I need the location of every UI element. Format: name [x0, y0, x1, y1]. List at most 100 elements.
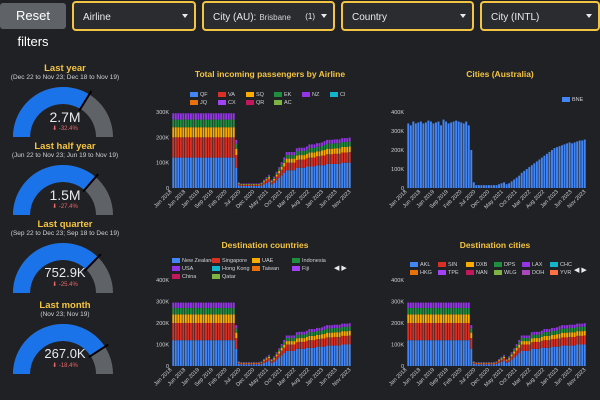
bar-segment	[316, 334, 318, 340]
bar	[518, 175, 521, 188]
legend-item[interactable]: VA	[218, 92, 235, 98]
legend-item[interactable]: JQ	[190, 100, 207, 106]
bar-segment	[187, 314, 190, 323]
legend-item[interactable]: EK	[274, 92, 291, 98]
bar-segment	[205, 157, 207, 188]
legend-item[interactable]: DXB	[466, 262, 487, 268]
legend-item[interactable]: QR	[246, 100, 264, 106]
bar-segment	[573, 336, 576, 346]
bar-segment	[227, 127, 230, 138]
bar-segment	[237, 185, 240, 188]
bar-segment	[407, 340, 410, 366]
legend-item[interactable]: HKG	[410, 270, 432, 276]
legend-item[interactable]: TPE	[438, 270, 459, 276]
legend-item[interactable]: China	[172, 274, 196, 280]
bar-segment	[227, 137, 230, 158]
bar-segment	[268, 177, 271, 179]
legend-item[interactable]: YVR	[550, 270, 571, 276]
bar-segment	[217, 302, 220, 308]
legend-item[interactable]: CHC	[550, 262, 572, 268]
airline-filter[interactable]: Airline	[72, 1, 196, 31]
bar-segment	[571, 332, 574, 337]
bar-segment	[235, 148, 238, 156]
bar-segment	[280, 175, 283, 188]
bar-segment	[197, 127, 200, 138]
legend-item[interactable]: BNE	[562, 97, 583, 103]
bar-segment	[437, 307, 440, 315]
legend-item[interactable]: DPS	[494, 262, 515, 268]
city-intl-filter[interactable]: City (INTL)	[480, 1, 600, 31]
legend-label: QF	[200, 92, 208, 98]
legend-item[interactable]: LAX	[522, 262, 542, 268]
bar	[485, 185, 488, 188]
bar-segment	[290, 335, 293, 339]
legend-item[interactable]: AKL	[410, 262, 430, 268]
bar-segment	[450, 314, 453, 323]
legend-item[interactable]: AC	[274, 100, 292, 106]
bar	[487, 185, 490, 188]
arrow-left-icon[interactable]: ◀	[574, 267, 580, 274]
arrow-right-icon[interactable]: ▶	[581, 267, 587, 274]
bar-segment	[174, 113, 177, 120]
bar-segment	[341, 146, 344, 153]
bar-segment	[285, 158, 288, 163]
bar-segment	[455, 307, 458, 315]
bar	[414, 123, 417, 188]
legend-item[interactable]: Fiji	[292, 266, 309, 272]
bar-segment	[242, 184, 245, 185]
bar-segment	[273, 356, 276, 358]
bar	[445, 121, 448, 188]
country-filter[interactable]: Country	[341, 1, 474, 31]
legend-item[interactable]: Taiwan	[252, 266, 279, 272]
bar-segment	[412, 340, 415, 366]
legend-item[interactable]: Indonesia	[292, 258, 326, 264]
arrow-left-icon[interactable]: ◀	[334, 265, 340, 272]
arrow-right-icon[interactable]: ▶	[341, 265, 347, 272]
legend-item[interactable]: New Zealand	[172, 258, 214, 264]
legend-item[interactable]: USA	[172, 266, 193, 272]
bar-segment	[540, 340, 543, 348]
bar-segment	[273, 182, 276, 188]
bar-segment	[227, 157, 230, 188]
legend-item[interactable]: Hong Kong	[212, 266, 250, 272]
legend-item[interactable]: CX	[218, 100, 236, 106]
legend-label: Qatar	[222, 274, 236, 280]
bar-segment	[303, 155, 306, 160]
legend-item[interactable]: SQ	[246, 92, 264, 98]
legend-item[interactable]: WLG	[494, 270, 517, 276]
legend-item[interactable]: Qatar	[212, 274, 236, 280]
bar-segment	[313, 340, 316, 348]
destination-countries-legend: New Zealand Singapore UAE Indonesia USA Hong …	[172, 258, 342, 284]
legend-item[interactable]: NAN	[466, 270, 488, 276]
bar-segment	[341, 138, 344, 142]
bar-segment	[177, 302, 180, 308]
bar-segment	[561, 325, 564, 329]
legend-item[interactable]: NZ	[302, 92, 319, 98]
bar-segment	[528, 335, 531, 339]
bar-segment	[174, 119, 177, 128]
bar-segment	[551, 346, 553, 366]
bar-segment	[442, 307, 445, 315]
legend-item[interactable]: UAE	[252, 258, 273, 264]
legend-item[interactable]: Singapore	[212, 258, 247, 264]
bar-segment	[318, 327, 321, 331]
bar-segment	[525, 350, 528, 366]
bar-segment	[252, 363, 255, 365]
city-au-filter[interactable]: City (AU): Brisbane (1)	[202, 1, 335, 31]
bar-segment	[470, 332, 473, 339]
arrow-down-icon: ⬇	[52, 363, 59, 369]
bar-segment	[346, 323, 349, 327]
bar-segment	[210, 302, 213, 308]
legend-swatch	[550, 262, 558, 268]
bar-segment	[576, 326, 579, 332]
bar-segment	[523, 335, 526, 339]
legend-item[interactable]: DOH	[522, 270, 544, 276]
bar-segment	[194, 137, 197, 158]
legend-item[interactable]: SIN	[438, 262, 457, 268]
legend-item[interactable]: CI	[330, 92, 346, 98]
legend-item[interactable]: QF	[190, 92, 208, 98]
bar-segment	[409, 323, 412, 341]
bar-segment	[316, 327, 318, 331]
bar-segment	[200, 314, 202, 323]
reset-filters-button[interactable]: Reset filters	[0, 3, 66, 49]
